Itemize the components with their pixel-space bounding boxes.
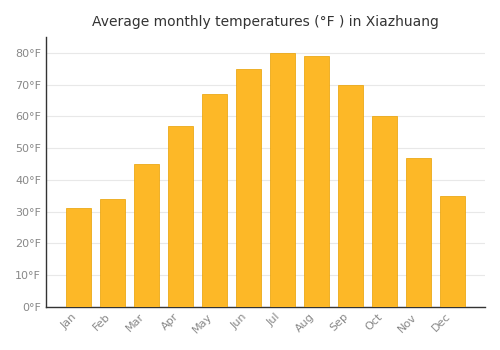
Bar [270,53,295,307]
Bar [406,158,431,307]
Bar [168,126,193,307]
Bar [304,56,329,307]
Bar [66,208,92,307]
Bar [440,196,465,307]
Bar [338,85,363,307]
Bar [202,94,227,307]
Title: Average monthly temperatures (°F ) in Xiazhuang: Average monthly temperatures (°F ) in Xi… [92,15,439,29]
Bar [236,69,261,307]
Bar [100,199,126,307]
Bar [372,117,397,307]
Bar [134,164,160,307]
